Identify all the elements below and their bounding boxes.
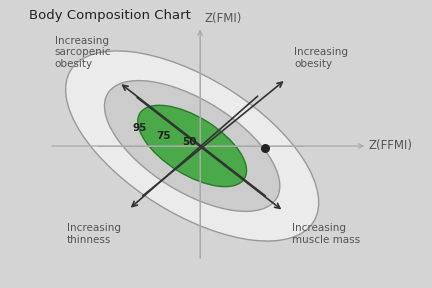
- Point: [262, 146, 269, 151]
- Text: 50: 50: [183, 137, 197, 147]
- Text: Body Composition Chart: Body Composition Chart: [29, 9, 191, 22]
- Text: Increasing
sarcopenic
obesity: Increasing sarcopenic obesity: [54, 36, 111, 69]
- Ellipse shape: [105, 81, 280, 211]
- Ellipse shape: [138, 105, 247, 187]
- Text: Increasing
muscle mass: Increasing muscle mass: [292, 223, 360, 245]
- Text: Z(FMI): Z(FMI): [204, 12, 241, 25]
- Text: Z(FFMI): Z(FFMI): [368, 139, 413, 152]
- Text: 75: 75: [156, 131, 171, 141]
- Text: Increasing
thinness: Increasing thinness: [67, 223, 121, 245]
- Text: Increasing
obesity: Increasing obesity: [294, 47, 348, 69]
- Ellipse shape: [66, 51, 319, 241]
- Text: 95: 95: [133, 124, 147, 134]
